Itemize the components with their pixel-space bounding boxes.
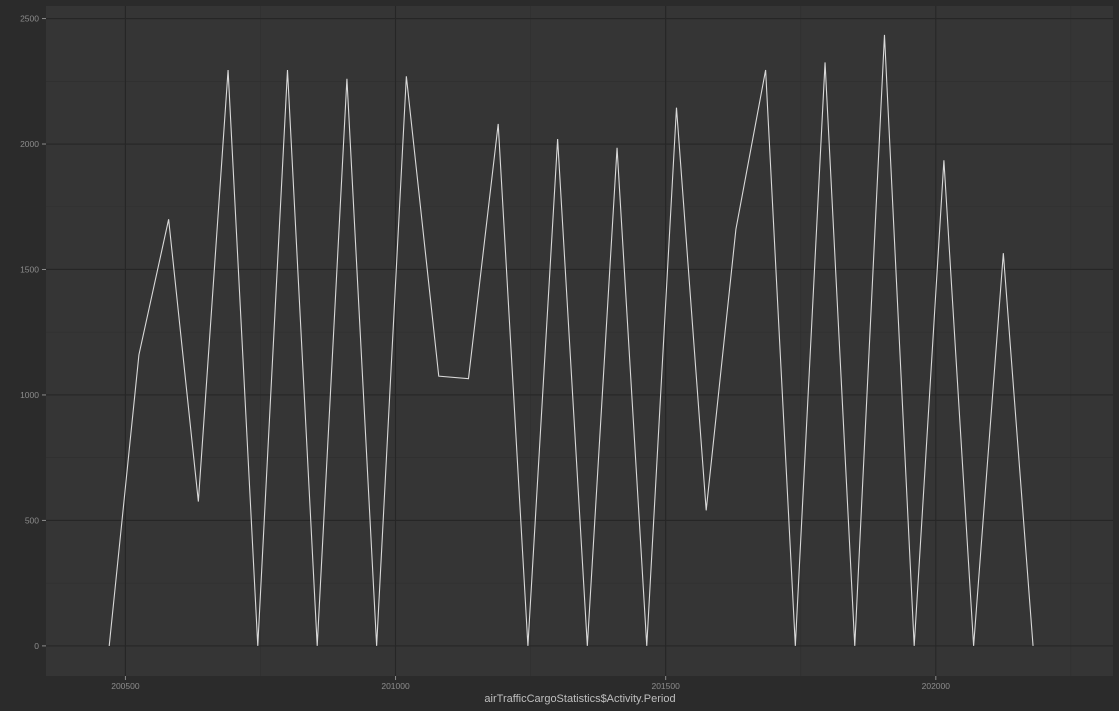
y-tick-label: 2000 [20, 139, 39, 149]
y-tick-label: 1500 [20, 264, 39, 274]
plot-panel [46, 6, 1113, 676]
x-axis-title: airTrafficCargoStatistics$Activity.Perio… [484, 693, 675, 705]
y-tick-label: 500 [25, 515, 39, 525]
minor-gridlines [46, 6, 1113, 676]
x-tick-label: 202000 [922, 681, 951, 691]
y-axis-ticks: 0 500 1000 1500 2000 2500 [20, 14, 46, 651]
x-tick-label: 201500 [651, 681, 680, 691]
y-tick-label: 2500 [20, 14, 39, 24]
x-tick-label: 200500 [111, 681, 140, 691]
y-tick-label: 0 [34, 641, 39, 651]
x-tick-label: 201000 [381, 681, 410, 691]
x-axis-ticks: 200500 201000 201500 202000 [111, 676, 950, 691]
y-tick-label: 1000 [20, 390, 39, 400]
series-line [108, 34, 1034, 646]
